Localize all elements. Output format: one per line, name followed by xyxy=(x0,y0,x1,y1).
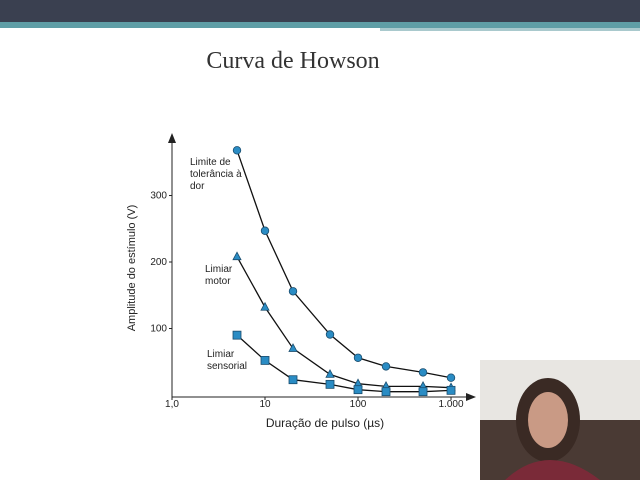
header-bar xyxy=(0,0,640,22)
x-axis-label: Duração de pulso (µs) xyxy=(266,416,384,430)
marker xyxy=(446,385,456,395)
x-arrow xyxy=(466,393,476,401)
marker xyxy=(260,301,270,311)
series-label: Limite de tolerância à dor xyxy=(190,157,242,192)
series-label: Limiar motor xyxy=(205,264,233,287)
series-line xyxy=(236,256,452,389)
marker xyxy=(288,287,298,296)
x-tick-label: 1,0 xyxy=(165,399,179,410)
header-stripe xyxy=(0,22,640,28)
x-tick-label: 1.000 xyxy=(439,399,464,410)
series-line xyxy=(236,334,452,393)
header-stripe xyxy=(380,28,640,31)
marker xyxy=(446,373,456,382)
x-tick-label: 100 xyxy=(350,399,367,410)
marker xyxy=(232,330,242,340)
marker xyxy=(353,353,363,362)
marker xyxy=(325,330,335,339)
marker xyxy=(418,387,428,397)
y-tick-label: 300 xyxy=(150,191,167,202)
marker xyxy=(232,251,242,261)
marker xyxy=(381,362,391,371)
y-tick-label: 100 xyxy=(150,324,167,335)
webcam-face xyxy=(528,392,568,448)
series-line xyxy=(236,150,452,379)
y-tick-label: 200 xyxy=(150,257,167,268)
y-axis-label: Amplitude do estímulo (V) xyxy=(126,205,138,332)
marker xyxy=(325,369,335,378)
marker xyxy=(260,226,270,235)
webcam-shirt xyxy=(505,460,600,480)
slide-title: Curva de Howson xyxy=(206,48,379,74)
marker xyxy=(260,356,270,365)
marker xyxy=(325,379,335,389)
marker xyxy=(288,343,298,352)
marker xyxy=(418,368,428,377)
marker xyxy=(381,387,391,397)
marker xyxy=(288,375,298,385)
x-tick-label: 10 xyxy=(259,399,271,410)
y-arrow xyxy=(168,133,176,143)
marker xyxy=(232,146,242,155)
marker xyxy=(353,385,363,395)
series-label: Limiar sensorial xyxy=(207,349,248,372)
